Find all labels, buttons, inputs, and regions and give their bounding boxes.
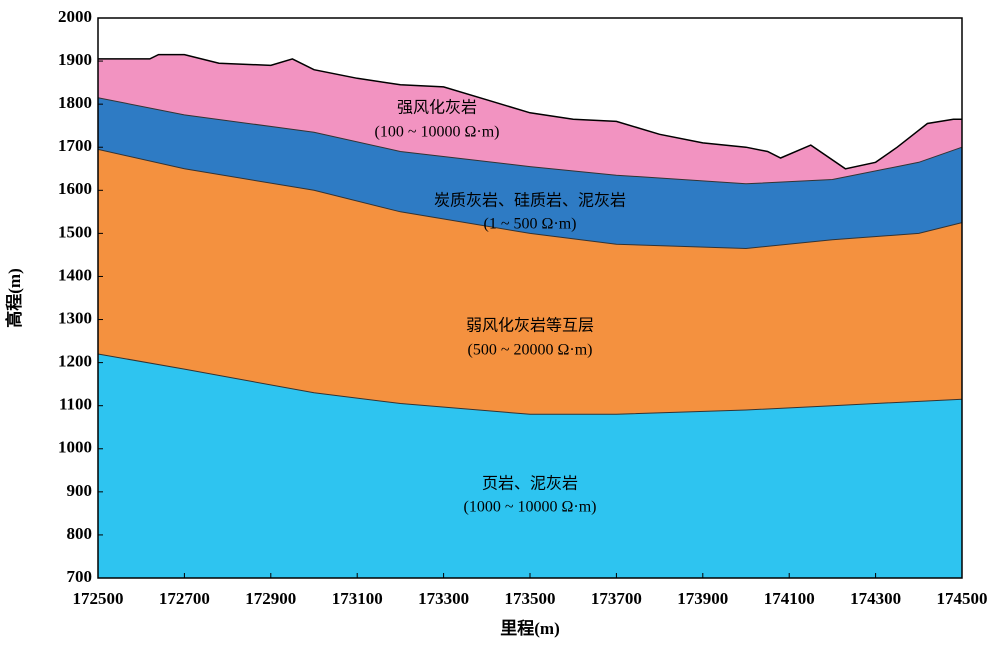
layer-resistivity: (1 ~ 500 Ω·m) xyxy=(484,216,577,233)
y-tick-label: 1200 xyxy=(58,352,92,371)
y-tick-label: 700 xyxy=(67,567,93,586)
y-tick-label: 900 xyxy=(67,481,93,500)
x-tick-label: 173300 xyxy=(418,589,469,608)
x-tick-label: 173100 xyxy=(332,589,383,608)
x-tick-label: 173500 xyxy=(505,589,556,608)
x-tick-label: 173700 xyxy=(591,589,642,608)
layer-boundary xyxy=(97,97,963,185)
layer-boundary xyxy=(98,53,962,170)
layer-name: 炭质灰岩、硅质岩、泥灰岩 xyxy=(434,192,626,210)
y-tick-label: 1900 xyxy=(58,50,92,69)
y-tick-label: 1400 xyxy=(58,265,92,284)
y-tick-label: 1000 xyxy=(58,438,92,457)
y-tick-label: 800 xyxy=(67,524,93,543)
x-tick-label: 174100 xyxy=(764,589,815,608)
x-tick-label: 174300 xyxy=(850,589,901,608)
layer-name: 弱风化灰岩等互层 xyxy=(466,317,594,335)
y-tick-label: 1300 xyxy=(58,308,92,327)
layer-boundary xyxy=(97,353,963,415)
y-tick-label: 1600 xyxy=(58,179,92,198)
x-tick-label: 172900 xyxy=(245,589,296,608)
y-tick-label: 1500 xyxy=(58,222,92,241)
layer-resistivity: (1000 ~ 10000 Ω·m) xyxy=(464,499,597,516)
x-tick-label: 173900 xyxy=(677,589,728,608)
y-tick-label: 1800 xyxy=(58,93,92,112)
x-tick-label: 174500 xyxy=(937,589,988,608)
layer-resistivity: (100 ~ 10000 Ω·m) xyxy=(375,124,500,141)
x-axis-label: 里程(m) xyxy=(500,619,559,638)
y-axis-label: 高程(m) xyxy=(4,268,24,327)
y-tick-label: 1100 xyxy=(59,395,92,414)
layer-resistivity: (500 ~ 20000 Ω·m) xyxy=(468,342,593,359)
y-tick-label: 2000 xyxy=(58,7,92,26)
x-tick-label: 172500 xyxy=(73,589,124,608)
layer-name: 页岩、泥灰岩 xyxy=(482,475,578,493)
x-tick-label: 172700 xyxy=(159,589,210,608)
layer-name: 强风化灰岩 xyxy=(397,99,477,117)
layer-boundary xyxy=(97,148,963,250)
y-tick-label: 1700 xyxy=(58,136,92,155)
